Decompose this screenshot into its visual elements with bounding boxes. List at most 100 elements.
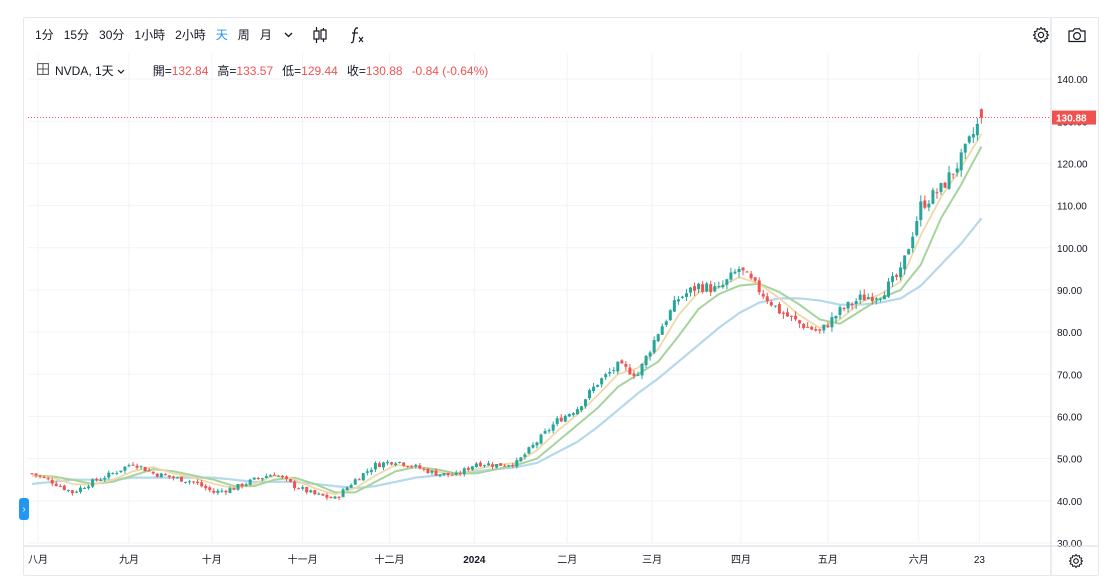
- candle-body: [240, 483, 244, 487]
- interval-15m[interactable]: 15分: [63, 28, 90, 42]
- interval-1m[interactable]: 1分: [35, 28, 54, 42]
- candle-body: [111, 473, 115, 475]
- interval-1h[interactable]: 1小時: [134, 28, 166, 42]
- gear-icon[interactable]: [1030, 24, 1052, 46]
- candle-body: [745, 271, 749, 273]
- candle-body: [725, 279, 729, 285]
- candle-body: [434, 470, 438, 476]
- candle-body: [919, 201, 923, 221]
- candle-body: [939, 183, 943, 192]
- y-tick-label: 50.00: [1057, 455, 1082, 466]
- symbol-interval[interactable]: NVDA, 1天: [55, 64, 114, 78]
- candle-body: [115, 472, 119, 474]
- candle-body: [830, 317, 834, 328]
- candle-body: [442, 472, 446, 475]
- candle-body: [899, 267, 903, 278]
- candle-body: [398, 461, 402, 463]
- candle-body: [664, 321, 668, 325]
- candle-body: [236, 484, 240, 490]
- candle-body: [103, 478, 107, 480]
- candle-body: [386, 461, 390, 464]
- candle-body: [519, 457, 523, 462]
- candle-body: [818, 329, 822, 331]
- candle-body: [410, 466, 414, 468]
- x-tick-label: 六月: [909, 554, 929, 566]
- function-icon[interactable]: [349, 26, 365, 44]
- y-tick-label: 30.00: [1057, 539, 1082, 550]
- candle-body: [531, 444, 535, 448]
- candle-body: [624, 364, 628, 367]
- candle-body: [579, 406, 583, 411]
- candle-body: [333, 496, 337, 499]
- candle-body: [58, 485, 62, 487]
- candle-body: [693, 286, 697, 291]
- candle-body: [30, 473, 34, 475]
- candle-body: [567, 414, 571, 417]
- candle-body: [305, 487, 309, 493]
- price-chart[interactable]: 30.00 40.00 50.00 60.00 70.00 80.00 90.00 100.0…: [24, 18, 1098, 575]
- candlestick-icon[interactable]: [313, 26, 327, 44]
- candle-body: [313, 490, 317, 495]
- x-tick-label: 十一月: [288, 553, 318, 566]
- candle-body: [854, 301, 858, 304]
- candle-body: [171, 476, 175, 478]
- candle-body: [179, 476, 183, 482]
- candle-body: [850, 303, 854, 306]
- candle-body: [761, 293, 765, 297]
- symbol-chevron-icon[interactable]: [117, 66, 125, 76]
- candle-body: [886, 281, 890, 297]
- indicator-grid-icon[interactable]: [37, 63, 49, 78]
- expand-panel-handle[interactable]: ›: [19, 498, 29, 520]
- candle-body: [107, 472, 111, 478]
- change-value: -0.84 (-0.64%): [411, 63, 489, 78]
- candle-body: [38, 475, 42, 477]
- candle-body: [224, 490, 228, 493]
- interval-2h[interactable]: 2小時: [175, 28, 206, 42]
- candle-body: [870, 296, 874, 302]
- last-price-label: 130.88: [1056, 114, 1087, 125]
- candle-body: [814, 329, 818, 331]
- candle-body: [503, 465, 507, 467]
- interval-1w[interactable]: 周: [237, 28, 250, 42]
- interval-30m[interactable]: 30分: [99, 28, 125, 42]
- candle-body: [357, 479, 361, 481]
- candle-body: [891, 276, 895, 282]
- candle-body: [822, 324, 826, 331]
- candle-body: [636, 374, 640, 376]
- candle-body: [495, 464, 499, 468]
- candle-body: [244, 484, 248, 486]
- close-label: 收=: [346, 64, 366, 78]
- candle-body: [733, 271, 737, 274]
- candle-body: [66, 490, 70, 492]
- y-tick-label: 100.00: [1057, 244, 1088, 255]
- candle-body: [466, 467, 470, 470]
- camera-icon[interactable]: [1066, 24, 1088, 46]
- x-tick-label: 三月: [642, 554, 662, 566]
- candle-body: [535, 442, 539, 446]
- chevron-down-icon[interactable]: [284, 32, 293, 38]
- last-price-tag: [1052, 110, 1096, 125]
- candle-body: [959, 152, 963, 171]
- y-tick-label: 90.00: [1057, 286, 1082, 297]
- interval-1d[interactable]: 天: [215, 28, 228, 42]
- candle-body: [491, 464, 495, 467]
- candle-body: [42, 477, 46, 479]
- interval-1mo[interactable]: 月: [259, 28, 272, 42]
- candle-body: [349, 484, 353, 488]
- axis-settings-icon[interactable]: [1067, 552, 1085, 570]
- candle-body: [297, 488, 301, 490]
- candle-body: [911, 236, 915, 249]
- y-tick-label: 40.00: [1057, 497, 1082, 508]
- candle-body: [737, 268, 741, 273]
- candle-body: [741, 267, 745, 271]
- candle-body: [220, 490, 224, 492]
- candle-body: [967, 136, 971, 143]
- candle-body: [955, 168, 959, 173]
- candle-body: [943, 182, 947, 188]
- candle-body: [159, 473, 163, 478]
- candle-body: [260, 478, 264, 480]
- candle-body: [131, 464, 135, 466]
- candle-body: [418, 465, 422, 469]
- candle-body: [684, 293, 688, 297]
- candle-body: [54, 483, 58, 487]
